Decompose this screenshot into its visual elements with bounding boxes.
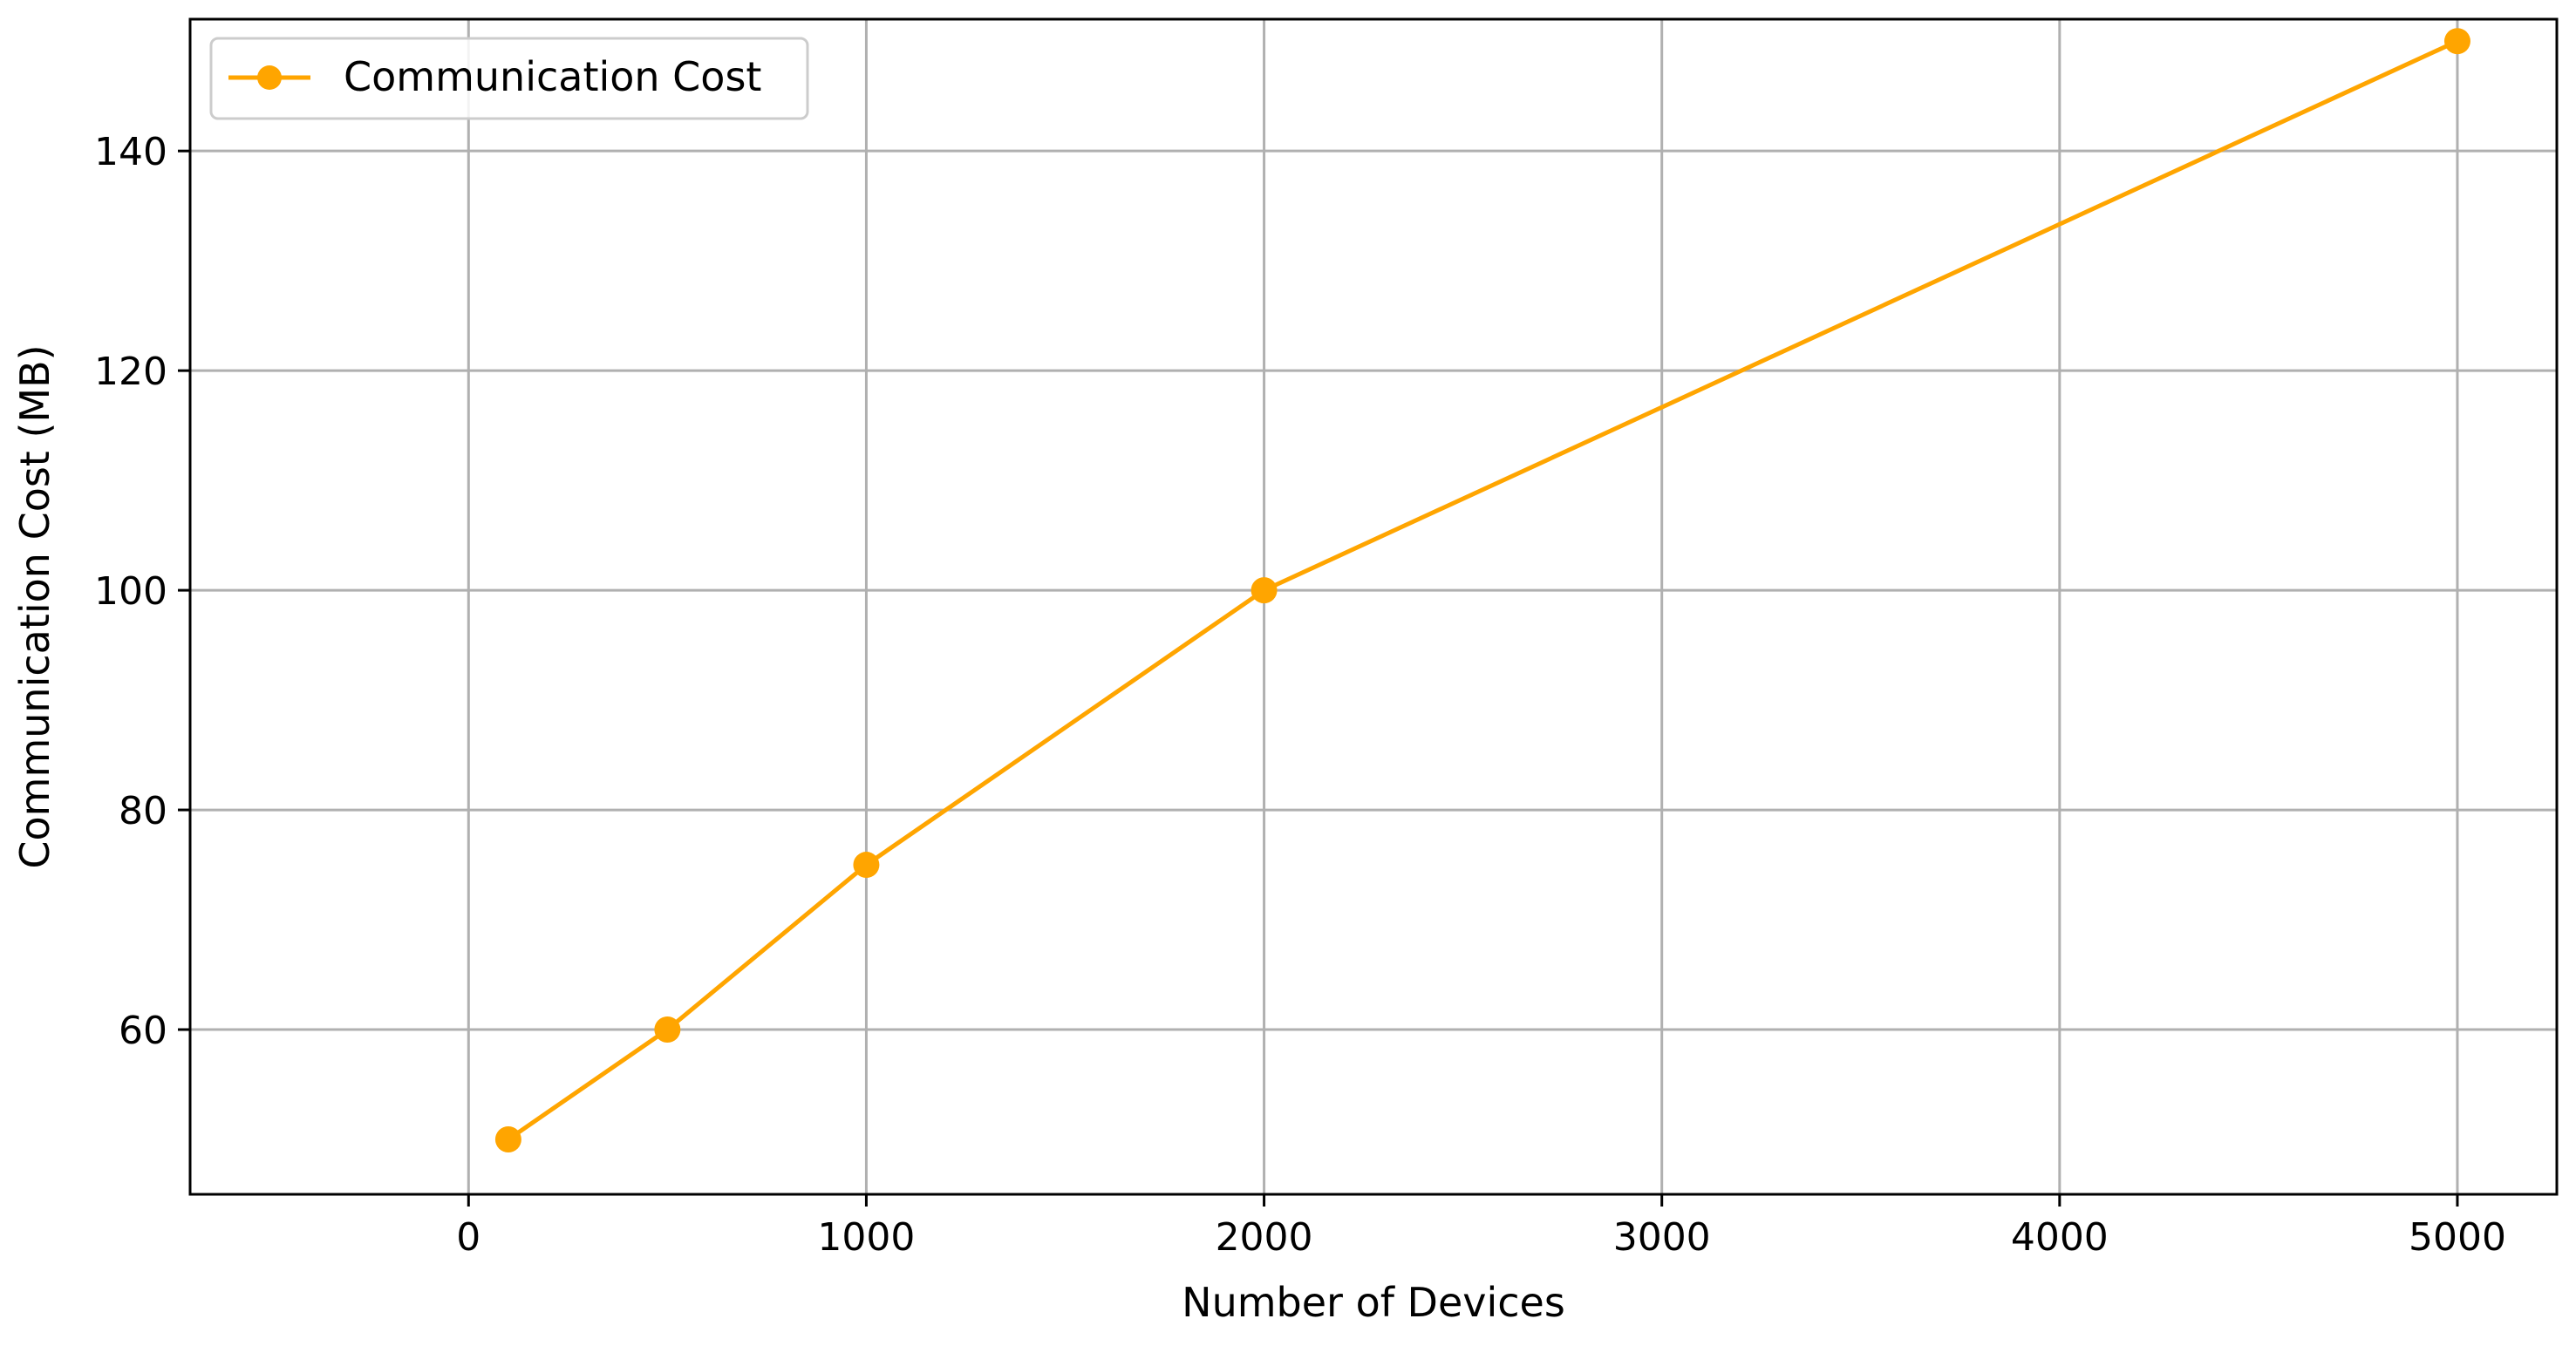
y-tick-label: 100 bbox=[94, 569, 167, 614]
y-axis-label: Communication Cost (MB) bbox=[11, 344, 58, 868]
plot-frame bbox=[188, 17, 2559, 1196]
data-point bbox=[494, 1126, 521, 1153]
x-tick-label: 4000 bbox=[2011, 1215, 2109, 1260]
x-tick-label: 2000 bbox=[1216, 1215, 1313, 1260]
x-tick-label: 3000 bbox=[1613, 1215, 1711, 1260]
y-tick-label: 120 bbox=[94, 350, 167, 394]
axis-ticks: 0 1000 2000 3000 4000 5000 60 80 100 120 140 bbox=[94, 130, 2506, 1260]
series-layer bbox=[494, 28, 2470, 1153]
data-point bbox=[2443, 28, 2470, 55]
y-tick-label: 60 bbox=[119, 1009, 167, 1053]
legend-marker-swatch bbox=[257, 65, 282, 90]
grid-lines bbox=[190, 19, 2557, 1194]
x-axis-label: Number of Devices bbox=[1182, 1279, 1565, 1326]
data-point bbox=[1251, 577, 1278, 604]
x-tick-label: 5000 bbox=[2409, 1215, 2506, 1260]
legend: Communication Cost bbox=[209, 37, 809, 120]
data-point bbox=[654, 1016, 681, 1043]
y-tick-label: 80 bbox=[119, 789, 167, 833]
data-point bbox=[853, 852, 880, 879]
legend-box bbox=[209, 37, 809, 120]
x-tick-label: 1000 bbox=[817, 1215, 915, 1260]
x-tick-label: 0 bbox=[456, 1215, 480, 1260]
y-tick-label: 140 bbox=[94, 130, 167, 174]
legend-label: Communication Cost bbox=[344, 53, 761, 100]
